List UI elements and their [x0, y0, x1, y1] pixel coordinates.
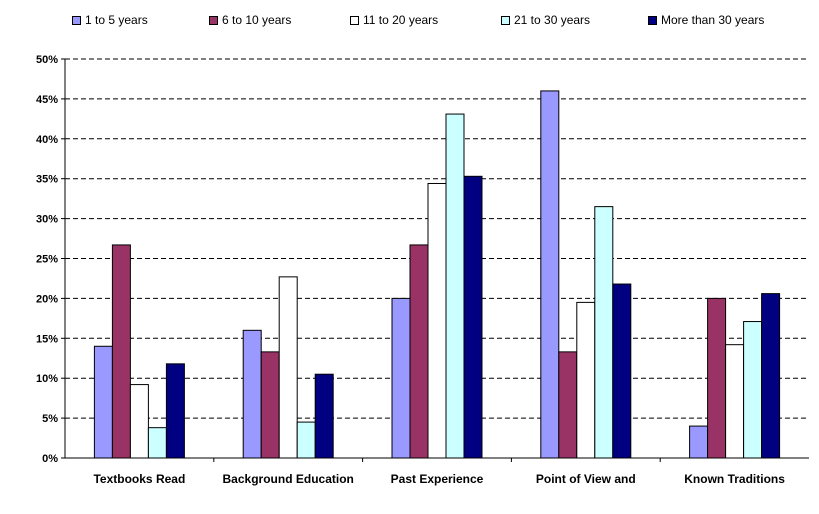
legend-label-11-to-20-years: 11 to 20 years	[363, 13, 439, 27]
bar	[594, 206, 614, 459]
y-tick-label: 15%	[36, 333, 58, 345]
bar	[576, 301, 596, 459]
bar	[391, 297, 411, 459]
bar	[725, 344, 745, 459]
chart-legend: 1 to 5 years 6 to 10 years 11 to 20 year…	[0, 13, 819, 33]
x-tick-label: Background Education	[223, 472, 354, 486]
legend-swatch-11-to-20-years	[350, 15, 359, 25]
bar	[445, 113, 465, 459]
y-tick-label: 20%	[36, 293, 58, 305]
x-tick-label: Textbooks Read	[93, 472, 185, 486]
legend-item-11-to-20-years: 11 to 20 years	[350, 13, 438, 27]
legend-item-more-than-30-years: More than 30 years	[648, 13, 764, 27]
x-tick-label: Point of View and	[536, 472, 636, 486]
bar	[111, 244, 131, 459]
bar	[278, 276, 298, 459]
bar	[612, 283, 632, 459]
legend-label-6-to-10-years: 6 to 10 years	[222, 13, 292, 27]
legend-swatch-6-to-10-years	[209, 15, 218, 25]
y-tick-label: 5%	[42, 413, 58, 425]
bar	[129, 384, 149, 459]
legend-swatch-21-to-30-years	[501, 15, 510, 25]
bar	[296, 421, 316, 459]
bar	[707, 297, 727, 459]
bar	[743, 321, 763, 459]
y-tick-label: 0%	[42, 453, 58, 465]
bar	[761, 293, 781, 459]
legend-label-more-than-30-years: More than 30 years	[661, 13, 765, 27]
bar	[463, 175, 483, 459]
y-tick-label: 30%	[36, 214, 58, 226]
legend-label-21-to-30-years: 21 to 30 years	[514, 13, 591, 27]
y-tick-label: 10%	[36, 373, 58, 385]
bar	[242, 329, 262, 459]
bar	[93, 345, 113, 459]
legend-item-6-to-10-years: 6 to 10 years	[209, 13, 291, 27]
y-tick-label: 50%	[36, 54, 58, 66]
legend-item-21-to-30-years: 21 to 30 years	[501, 13, 590, 27]
bar	[147, 427, 167, 459]
bar	[540, 90, 560, 459]
bar	[689, 425, 709, 459]
y-tick-label: 40%	[36, 134, 58, 146]
bar	[165, 363, 185, 459]
bar	[409, 244, 429, 459]
legend-swatch-more-than-30-years	[648, 15, 657, 25]
x-tick-label: Past Experience	[391, 472, 484, 486]
y-tick-label: 25%	[36, 254, 58, 266]
y-tick-label: 35%	[36, 174, 58, 186]
legend-swatch-1-to-5-years	[72, 15, 81, 25]
legend-label-1-to-5-years: 1 to 5 years	[85, 13, 148, 27]
bar	[260, 351, 280, 459]
x-tick-label: Known Traditions	[684, 472, 785, 486]
legend-item-1-to-5-years: 1 to 5 years	[72, 13, 148, 27]
bar	[427, 182, 447, 459]
bar	[558, 351, 578, 459]
bar	[314, 373, 334, 459]
y-tick-label: 45%	[36, 94, 58, 106]
